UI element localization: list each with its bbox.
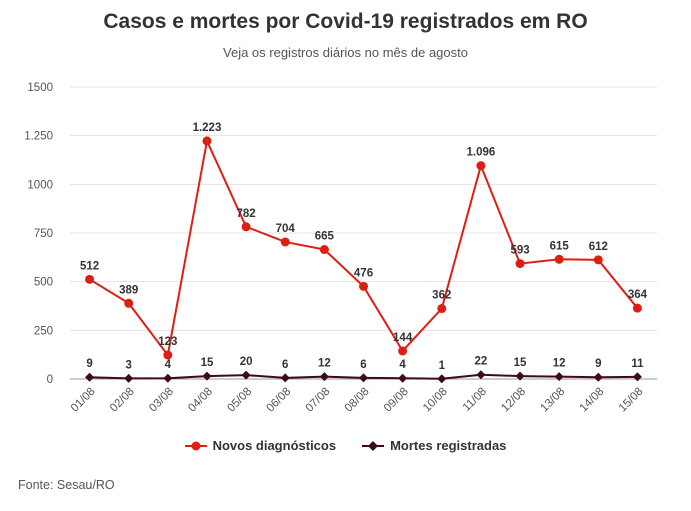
- data-point-deaths[interactable]: [632, 372, 642, 382]
- data-point-deaths[interactable]: [476, 370, 486, 380]
- data-point-deaths[interactable]: [359, 373, 368, 383]
- data-point-deaths[interactable]: [593, 372, 603, 382]
- y-tick-label: 1.250: [24, 131, 53, 143]
- data-label-cases: 364: [628, 289, 648, 301]
- x-tick-label: 08/08: [343, 386, 372, 415]
- data-label-cases: 593: [510, 245, 529, 257]
- data-label-deaths: 22: [475, 356, 488, 368]
- data-point-cases[interactable]: [398, 346, 408, 356]
- data-point-cases[interactable]: [437, 304, 447, 314]
- data-point-cases[interactable]: [476, 161, 486, 171]
- data-label-deaths: 1: [439, 360, 446, 372]
- data-label-deaths: 20: [240, 356, 253, 368]
- x-tick-label: 01/08: [69, 386, 98, 415]
- data-point-deaths[interactable]: [398, 373, 408, 383]
- data-label-deaths: 9: [86, 358, 92, 370]
- data-label-cases: 362: [432, 290, 451, 302]
- data-label-deaths: 15: [514, 357, 527, 369]
- chart-title: Casos e mortes por Covid-19 registrados …: [103, 10, 588, 33]
- chart-legend: Novos diagnósticos Mortes registradas: [0, 438, 691, 453]
- data-label-cases: 782: [237, 208, 256, 220]
- x-tick-label: 03/08: [147, 386, 176, 415]
- chart-subtitle: Veja os registros diários no mês de agos…: [223, 45, 468, 60]
- data-point-cases[interactable]: [124, 298, 134, 308]
- data-point-cases[interactable]: [515, 259, 525, 269]
- data-label-cases: 1.096: [467, 147, 496, 159]
- data-point-cases[interactable]: [202, 136, 212, 146]
- line-chart: 0 250 500 750 1000 1.250 1500 01/08 02/08 03/08 04…: [24, 82, 657, 415]
- y-tick-label: 1000: [27, 179, 53, 191]
- x-tick-label: 09/08: [382, 386, 411, 415]
- data-label-deaths: 4: [165, 359, 172, 371]
- data-label-cases: 476: [354, 267, 373, 279]
- data-point-deaths[interactable]: [85, 372, 95, 382]
- legend-item-cases[interactable]: Novos diagnósticos: [184, 438, 337, 453]
- legend-label-cases: Novos diagnósticos: [212, 438, 337, 453]
- data-point-cases[interactable]: [85, 274, 95, 284]
- y-tick-label: 500: [34, 277, 53, 289]
- data-label-deaths: 6: [282, 359, 288, 371]
- data-label-cases: 389: [119, 284, 138, 296]
- data-label-deaths: 6: [360, 359, 366, 371]
- data-point-cases[interactable]: [593, 255, 603, 265]
- x-tick-label: 06/08: [265, 386, 294, 415]
- x-tick-label: 05/08: [225, 386, 254, 415]
- data-point-deaths[interactable]: [202, 371, 212, 381]
- data-label-cases: 1.223: [193, 122, 222, 134]
- data-label-cases: 123: [158, 336, 177, 348]
- data-label-cases: 512: [80, 260, 99, 272]
- data-point-cases[interactable]: [632, 303, 642, 313]
- data-point-cases[interactable]: [359, 281, 368, 291]
- y-tick-label: 0: [47, 374, 53, 386]
- data-point-deaths[interactable]: [515, 371, 525, 381]
- x-tick-label: 10/08: [421, 386, 450, 415]
- legend-item-deaths[interactable]: Mortes registradas: [362, 438, 506, 453]
- data-point-cases[interactable]: [163, 350, 173, 360]
- legend-circle-marker-icon: [184, 441, 207, 450]
- data-label-deaths: 4: [399, 359, 406, 371]
- data-point-deaths[interactable]: [437, 374, 447, 384]
- data-label-cases: 615: [550, 240, 570, 252]
- legend-diamond-marker-icon: [362, 440, 385, 451]
- data-label-deaths: 11: [631, 358, 644, 370]
- legend-label-deaths: Mortes registradas: [390, 438, 507, 453]
- x-tick-label: 13/08: [538, 386, 567, 415]
- data-label-cases: 144: [393, 332, 413, 344]
- data-label-deaths: 15: [201, 357, 214, 369]
- x-tick-label: 02/08: [108, 386, 137, 415]
- x-tick-label: 11/08: [461, 386, 489, 414]
- source-note: Fonte: Sesau/RO: [18, 478, 115, 492]
- data-point-deaths[interactable]: [554, 372, 564, 382]
- data-point-deaths[interactable]: [241, 370, 251, 380]
- x-tick-label: 07/08: [304, 386, 333, 415]
- data-label-deaths: 3: [125, 359, 131, 371]
- y-tick-label: 750: [34, 228, 53, 240]
- x-tick-label: 15/08: [617, 386, 646, 415]
- data-point-deaths[interactable]: [319, 372, 329, 382]
- y-tick-label: 250: [34, 325, 53, 337]
- data-point-cases[interactable]: [554, 254, 564, 264]
- data-label-cases: 665: [315, 231, 335, 243]
- data-label-deaths: 12: [318, 358, 331, 370]
- data-label-deaths: 9: [595, 358, 601, 370]
- data-label-cases: 612: [589, 241, 608, 253]
- data-point-cases[interactable]: [280, 237, 290, 247]
- y-tick-label: 1500: [27, 82, 53, 94]
- x-tick-label: 14/08: [578, 386, 607, 415]
- data-point-deaths[interactable]: [280, 373, 290, 383]
- data-label-cases: 704: [276, 223, 296, 235]
- x-tick-label: 04/08: [186, 386, 215, 415]
- data-label-deaths: 12: [553, 358, 566, 370]
- data-point-deaths[interactable]: [124, 373, 134, 383]
- data-point-deaths[interactable]: [163, 373, 173, 383]
- data-point-cases[interactable]: [241, 222, 251, 232]
- data-point-cases[interactable]: [319, 245, 329, 255]
- x-tick-label: 12/08: [499, 386, 528, 415]
